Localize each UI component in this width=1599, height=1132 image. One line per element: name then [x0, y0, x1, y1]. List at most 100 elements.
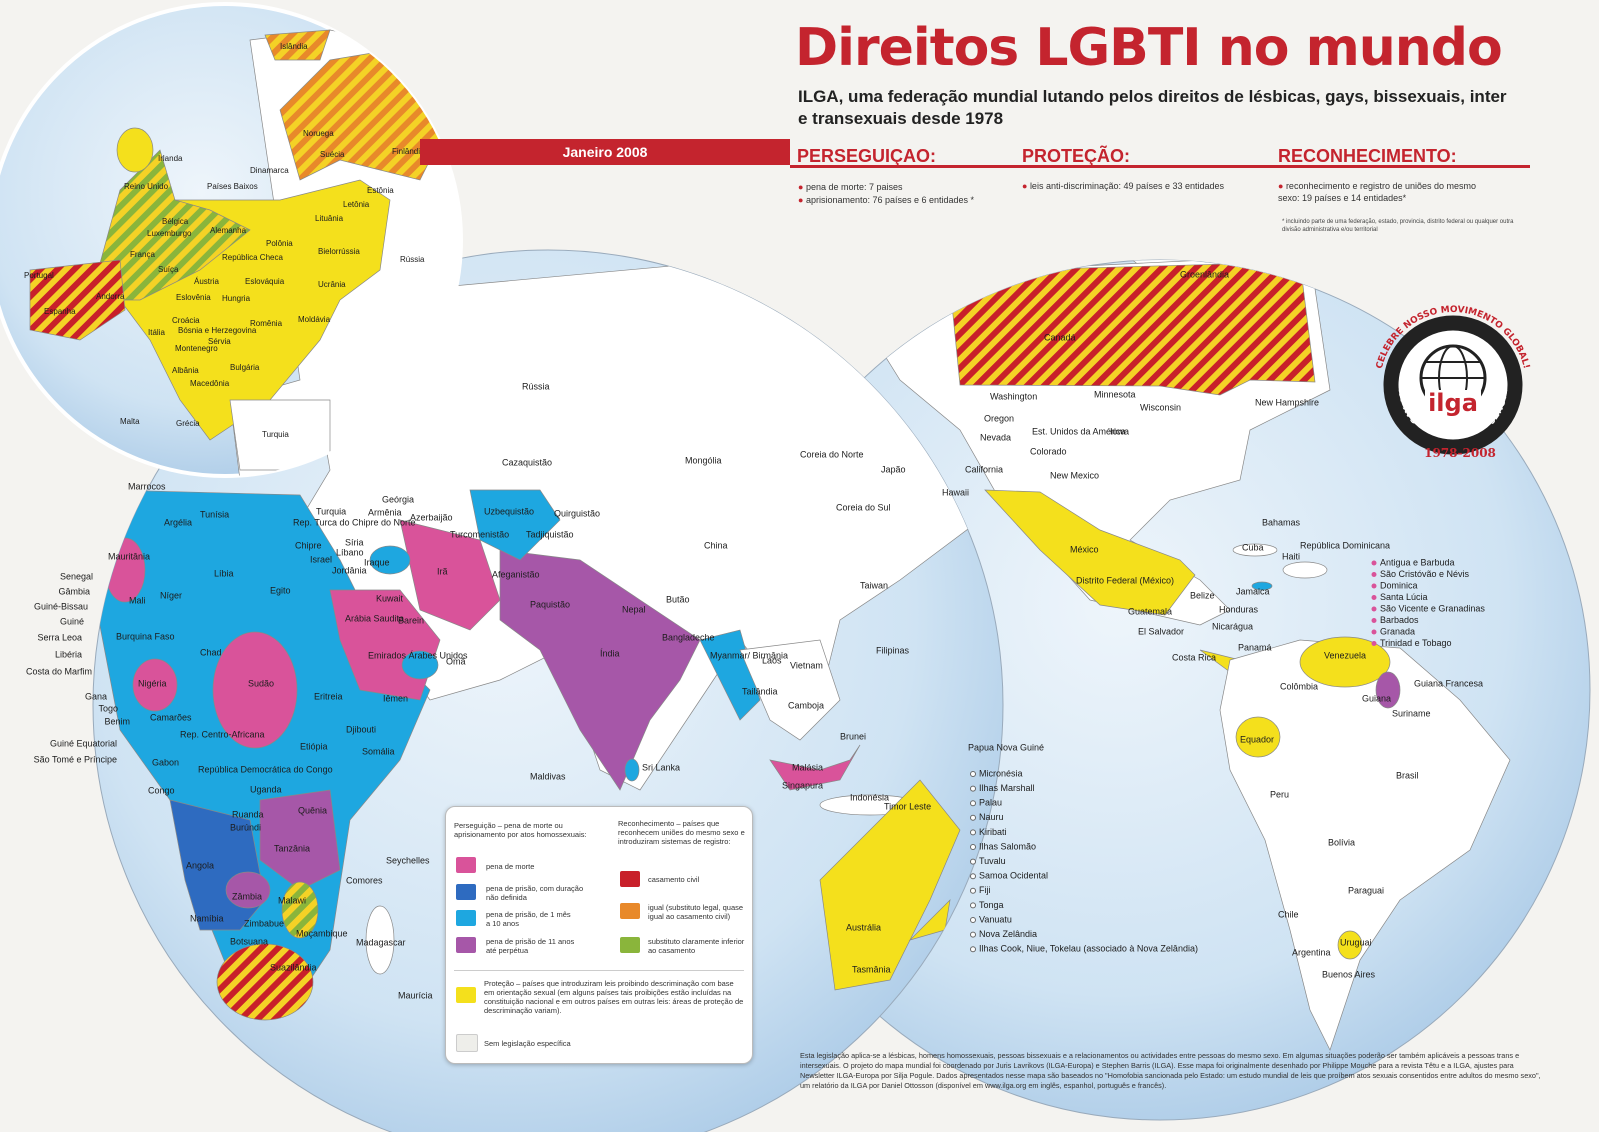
bullet — [1371, 629, 1377, 635]
map-label: Nigéria — [138, 678, 167, 688]
map-label: Irã — [437, 566, 448, 576]
map-label: Dinamarca — [250, 166, 289, 175]
map-label: Suécia — [320, 150, 345, 159]
rule — [790, 165, 1530, 168]
map-label: Tailândia — [742, 686, 778, 696]
map-label: Rússia — [400, 255, 425, 264]
bullet — [970, 887, 976, 894]
map-label: Coreia do Sul — [836, 502, 891, 512]
swatch — [456, 857, 476, 873]
map-label: Irlanda — [158, 154, 183, 163]
map-label: California — [965, 464, 1003, 474]
map-label: Wisconsin — [1140, 402, 1181, 412]
map-label: Líbia — [214, 568, 234, 578]
map-label: China — [704, 540, 728, 550]
map-label: Madagascar — [356, 937, 406, 947]
legend-item: substituto claramente inferior ao casame… — [648, 937, 745, 955]
map-label: México — [1070, 544, 1099, 554]
stat: aprisionamento: 76 países e 6 entidades … — [798, 194, 974, 206]
map-label: Malawi — [278, 895, 306, 905]
map-label: Butão — [666, 594, 690, 604]
map-label: Uruguai — [1340, 937, 1372, 947]
map-label: Gabon — [152, 757, 179, 767]
map-label: Camarões — [150, 712, 192, 722]
map-label: Polônia — [266, 239, 293, 248]
swatch — [456, 937, 476, 953]
map-label: Colômbia — [1280, 681, 1318, 691]
map-label: Dominica — [1380, 580, 1418, 590]
legend-item: Sem legislação específica — [484, 1039, 571, 1048]
map-label: Distrito Federal (México) — [1076, 575, 1174, 585]
map-label: Turcomenistão — [450, 529, 509, 539]
map-label: Serra Leoa — [37, 632, 82, 642]
bullet — [1371, 572, 1377, 577]
stat: pena de morte: 7 paises — [798, 181, 903, 193]
map-label: Austrália — [846, 922, 881, 932]
subtitle: ILGA, uma federação mundial lutando pelo… — [798, 87, 1507, 128]
map-label: Coreia do Norte — [800, 449, 864, 459]
map-label: Jamaica — [1236, 586, 1270, 596]
legend-title: Reconhecimento – países que reconhecem u… — [618, 819, 745, 846]
map-label: Estônia — [367, 186, 394, 195]
map-label: Comores — [346, 875, 383, 885]
legend-item: pena de prisão, com duração não definida — [486, 884, 584, 902]
map-label: Moçambique — [296, 928, 348, 938]
map-label: Namíbia — [190, 913, 224, 923]
map-label: Luxemburgo — [147, 229, 192, 238]
map-label: Guiné Equatorial — [50, 738, 117, 748]
map-label: Etiópia — [300, 741, 328, 751]
map-label: Marrocos — [128, 481, 166, 491]
map-label: Timor Leste — [884, 801, 931, 811]
source-note: Esta legislação aplica-se a lésbicas, ho… — [800, 1051, 1541, 1090]
map-label: Libéria — [55, 649, 82, 659]
map-label: Emirados Árabes Unidos — [368, 650, 468, 660]
stat: leis anti-discriminação: 49 países e 33 … — [1022, 180, 1224, 192]
map-label: Bósnia e Herzegovina — [178, 326, 257, 335]
map-label: Vietnam — [790, 660, 823, 670]
map-label: Bulgária — [230, 363, 260, 372]
map-label: Síria — [345, 537, 364, 547]
map-label: Tadjiquistão — [526, 529, 574, 539]
map-label: Ilhas Salomão — [979, 841, 1036, 851]
bullet — [970, 771, 976, 777]
map-label: Ilhas Cook, Niue, Tokelau (associado à N… — [979, 944, 1198, 954]
map-label: Zimbabue — [244, 918, 284, 928]
map-label: Filipinas — [876, 645, 910, 655]
map-label: Fiji — [979, 885, 991, 895]
map-label: Uganda — [250, 784, 282, 794]
swatch — [620, 871, 640, 887]
legend-item: igual (substituto legal, quase igual ao … — [648, 903, 744, 921]
map-label: Nauru — [979, 812, 1004, 822]
map-label: Benim — [104, 716, 130, 726]
map-label: Malta — [120, 417, 140, 426]
inset-globe — [0, 2, 463, 478]
map-label: Geórgia — [382, 494, 414, 504]
map-label: El Salvador — [1138, 626, 1184, 636]
map-label: Letônia — [343, 200, 370, 209]
map-label: Eritreia — [314, 691, 343, 701]
map-label: Cuba — [1242, 542, 1264, 552]
map-label: Espanha — [44, 307, 76, 316]
map-label: Paquistão — [530, 599, 570, 609]
map-label: São Cristóvão e Névis — [1380, 569, 1470, 579]
map-label: Lituânia — [315, 214, 344, 223]
map-label: Tuvalu — [979, 856, 1006, 866]
map-label: Grécia — [176, 419, 200, 428]
map-label: Brasil — [1396, 770, 1419, 780]
map-label: Trinidad e Tobago — [1380, 638, 1452, 648]
map-label: Bélgica — [162, 217, 189, 226]
map-label: Rep. Turca do Chipre do Norte — [293, 517, 416, 527]
map-label: Sérvia — [208, 337, 231, 346]
bullet — [1371, 618, 1377, 623]
map-label: Albânia — [172, 366, 199, 375]
map-label: Países Baixos — [207, 182, 258, 191]
map-label: Portugal — [24, 271, 54, 280]
map-label: Iowa — [1110, 426, 1129, 436]
map-label: Turquia — [262, 430, 289, 439]
legend-item: pena de prisão de 11 anos até perpétua — [486, 937, 575, 955]
bullet — [1371, 606, 1377, 612]
bullet — [970, 814, 976, 821]
swatch — [456, 884, 476, 900]
map-label: Indonésia — [850, 792, 889, 802]
